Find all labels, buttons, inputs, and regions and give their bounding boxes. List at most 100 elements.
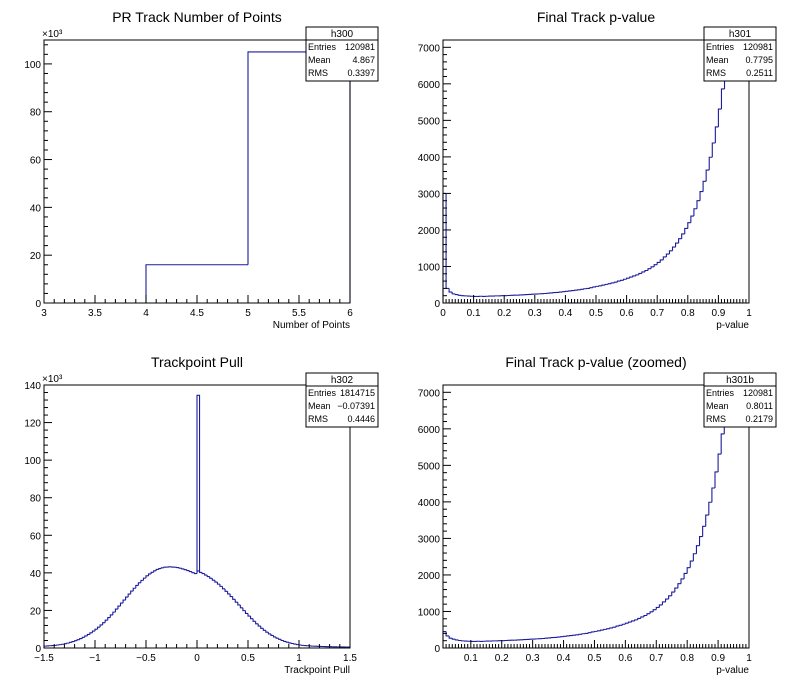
histogram-bin: [232, 596, 236, 600]
histogram-bin: [687, 222, 691, 229]
histogram-bin: [702, 525, 706, 537]
histogram-bin: [668, 250, 673, 255]
histogram-bin: [142, 577, 146, 581]
histogram-bin: [665, 598, 669, 602]
histogram-bin: [68, 641, 73, 644]
histogram-bin: [196, 570, 200, 574]
x-axis-label: Trackpoint Pull: [284, 665, 350, 676]
histogram-bin: [221, 586, 226, 590]
y-tick-label: 2000: [418, 226, 441, 237]
histogram-peak: [196, 394, 201, 571]
histogram-bin: [609, 627, 613, 629]
histogram-bin: [595, 285, 600, 287]
y-tick-label: 80: [30, 494, 42, 505]
histogram-bin: [204, 573, 208, 576]
stats-rms-label: RMS: [706, 68, 726, 78]
stats-box: h301b Entries 120981 Mean 0.8011 RMS 0.2179: [703, 372, 777, 428]
histogram-bin: [216, 582, 220, 585]
histogram-bin: [616, 280, 621, 283]
histogram-bin: [627, 621, 632, 624]
histogram-bin: [252, 618, 256, 622]
histogram-bin: [119, 602, 124, 607]
x-tick-label: 0.9: [711, 308, 725, 319]
histogram-bin: [677, 583, 681, 589]
histogram-bin: [454, 293, 459, 296]
histogram-bin: [99, 624, 103, 628]
histogram-bin: [681, 233, 685, 239]
histogram-bin: [84, 635, 88, 638]
x-tick-label: 0.7: [650, 308, 664, 319]
histogram-bin: [247, 51, 350, 265]
x-tick-label: 5: [245, 308, 251, 319]
histogram-bin: [290, 642, 294, 645]
x-tick-label: 1: [746, 653, 752, 664]
stats-name: h302: [331, 375, 354, 386]
stats-box: h301 Entries 120981 Mean 0.7795 RMS 0.2511: [703, 26, 777, 82]
histogram-bin: [631, 620, 635, 623]
histogram-bin: [191, 571, 195, 574]
histogram-bin: [646, 613, 651, 616]
histogram-bin: [201, 572, 205, 575]
histogram-bin: [244, 610, 248, 614]
y-tick-label: 100: [24, 456, 41, 467]
stats-entries-value: 120981: [345, 42, 375, 52]
stats-entries-value: 120981: [743, 42, 773, 52]
histogram-bin: [209, 576, 213, 579]
histogram-bin: [130, 590, 134, 595]
histogram-bin: [587, 632, 592, 634]
histogram-bin: [145, 575, 149, 579]
histogram-bin: [610, 282, 615, 284]
stats-entries-label: Entries: [706, 42, 735, 52]
histogram-bin: [153, 570, 157, 573]
stats-frame: [305, 26, 379, 82]
x-tick-label: 3: [41, 308, 47, 319]
histogram-bin: [104, 619, 108, 623]
stats-box: h302 Entries 1814715 Mean −0.07391 RMS 0.4446: [305, 372, 379, 428]
histogram-bin: [641, 271, 645, 274]
histogram-bin: [457, 294, 462, 296]
histogram-bin: [454, 639, 459, 641]
stats-frame: [703, 372, 777, 428]
histogram-bin: [91, 630, 95, 633]
stats-frame: [305, 372, 379, 428]
histogram-bin: [580, 288, 584, 290]
x-tick-label: 0.4: [557, 653, 571, 664]
histogram-bin: [97, 626, 101, 630]
histogram-bin: [621, 623, 626, 626]
panel-h301b: Final Track p-value (zoomed) 0.1 0.2 0.3 0.4…: [418, 354, 777, 676]
chart-title: PR Track Number of Points: [112, 9, 282, 25]
histogram-bin: [451, 638, 456, 640]
histogram-bin: [615, 625, 620, 628]
histogram-bin: [163, 566, 167, 568]
histogram-bin: [181, 568, 185, 570]
histogram-bin: [624, 622, 629, 625]
histogram-bin: [598, 285, 603, 287]
histogram-bin: [76, 639, 80, 641]
y-tick-label: 7000: [418, 43, 441, 54]
x-tick-label: 6: [347, 308, 353, 319]
histogram-bin: [601, 284, 606, 286]
stats-rms-label: RMS: [308, 68, 328, 78]
histogram-bin: [692, 553, 697, 562]
histogram-bin: [650, 266, 655, 269]
x-axis-label: p-value: [716, 665, 749, 676]
histogram-bin: [590, 631, 595, 633]
histogram-bin: [699, 536, 703, 546]
histogram-bin: [606, 628, 610, 630]
x-tick-label: 0.5: [589, 308, 603, 319]
x-tick-label: 0.8: [680, 653, 694, 664]
histogram-bin: [629, 276, 633, 279]
y-axis: 0 1000 2000 3000 4000 5000 6000 7000: [418, 39, 451, 310]
histogram-bin: [260, 626, 264, 629]
histogram-bin: [600, 629, 604, 631]
histogram-bin: [448, 288, 453, 293]
histogram-h301b: [442, 384, 749, 648]
histogram-bin: [219, 584, 223, 587]
x-tick-label: −0.5: [136, 653, 156, 664]
y-axis: 0 1000 2000 3000 4000 5000 6000 7000: [418, 384, 451, 655]
y-tick-label: 5000: [418, 116, 441, 127]
histogram-bin: [122, 599, 126, 604]
histogram-bin: [671, 246, 676, 251]
histogram-bin: [81, 636, 85, 639]
histogram-bin: [150, 571, 154, 574]
